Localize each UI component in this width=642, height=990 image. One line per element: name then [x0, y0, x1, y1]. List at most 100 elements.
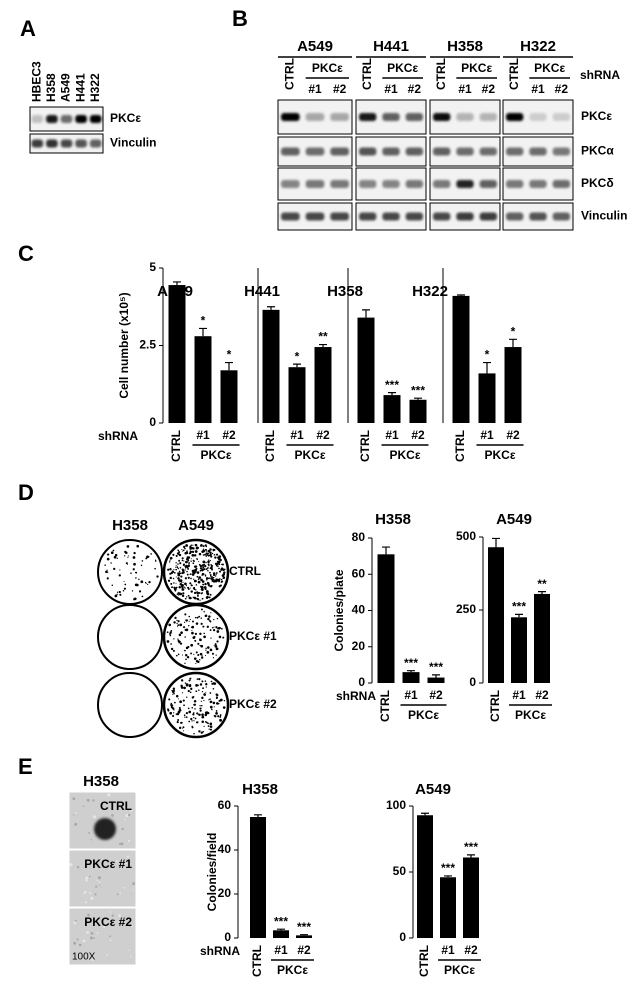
colony [196, 557, 198, 560]
speck [88, 875, 91, 878]
x-tick-label: #2 [464, 943, 478, 957]
colony [182, 726, 185, 729]
colony [217, 565, 219, 568]
colony [207, 725, 210, 727]
error-bar [319, 343, 327, 348]
colony [196, 591, 200, 595]
colony [213, 574, 216, 577]
colony [180, 580, 183, 582]
significance: ** [537, 577, 547, 591]
colony [190, 687, 193, 690]
lane-label: #1 [384, 82, 398, 96]
group-label: PKCε [277, 963, 308, 977]
error-bar [388, 392, 396, 396]
speck [97, 876, 101, 880]
colony [209, 698, 211, 700]
colony [212, 688, 215, 690]
colony [199, 644, 201, 647]
colony [205, 561, 207, 564]
colony [199, 569, 202, 572]
colony [214, 556, 217, 559]
y-tick-label: 2.5 [139, 338, 156, 352]
colony [204, 586, 206, 588]
colony [178, 709, 181, 711]
band [46, 115, 58, 123]
colony [183, 730, 185, 732]
colony [195, 546, 199, 550]
colony [194, 639, 197, 642]
colony [208, 699, 210, 701]
colony [204, 588, 207, 591]
colony [193, 591, 197, 595]
colony [201, 691, 204, 693]
y-tick-label: 60 [352, 566, 366, 580]
colony [176, 552, 180, 555]
colony [136, 544, 140, 548]
colony [204, 548, 207, 551]
colony [180, 686, 184, 689]
colony [196, 597, 199, 600]
speck [85, 876, 89, 880]
colony [201, 588, 204, 591]
bar [417, 815, 433, 938]
colony [174, 588, 177, 591]
speck [90, 861, 93, 865]
colony [174, 616, 177, 620]
colony [196, 712, 199, 715]
colony [213, 706, 215, 708]
bar [168, 285, 186, 423]
band [305, 212, 325, 221]
colony [195, 662, 197, 665]
colony [190, 590, 193, 593]
speck [107, 793, 111, 797]
error-bar [432, 674, 440, 678]
colony [216, 560, 219, 563]
colony [196, 571, 200, 574]
colony [191, 550, 195, 553]
colony [217, 715, 220, 718]
colony [198, 615, 201, 618]
band [359, 212, 377, 221]
group-title: H441 [373, 38, 409, 55]
x-tick-label: CTRL [263, 430, 277, 462]
speck [119, 892, 122, 894]
band [60, 139, 73, 148]
colony [193, 704, 195, 706]
y-tick-label: 0 [469, 675, 476, 689]
colony [140, 564, 143, 567]
colony [202, 566, 205, 569]
band [456, 212, 474, 221]
significance: *** [429, 660, 443, 674]
colony [177, 653, 180, 656]
speck [95, 885, 98, 888]
speck [118, 842, 122, 846]
colony [215, 553, 219, 556]
colony [138, 578, 140, 581]
lane-label: H441 [73, 73, 87, 102]
colony [166, 631, 169, 634]
colony [170, 643, 172, 645]
y-tick-label: 20 [218, 886, 232, 900]
colony [191, 631, 194, 635]
speck [120, 842, 124, 846]
colony [184, 560, 188, 564]
band [330, 147, 349, 156]
colony [202, 687, 204, 690]
colony [197, 653, 200, 657]
colony [176, 619, 178, 622]
colony [210, 555, 213, 558]
colony [187, 568, 190, 570]
colony [133, 551, 136, 555]
plate [97, 672, 163, 738]
colony [190, 577, 192, 580]
colony [192, 712, 195, 714]
bar [488, 547, 504, 683]
colony [198, 678, 201, 681]
colony [181, 548, 183, 551]
colony [131, 590, 134, 592]
colony [194, 616, 197, 619]
lane-label: A549 [59, 73, 73, 102]
colony [172, 577, 175, 580]
colony [186, 556, 189, 559]
colony [193, 720, 195, 722]
